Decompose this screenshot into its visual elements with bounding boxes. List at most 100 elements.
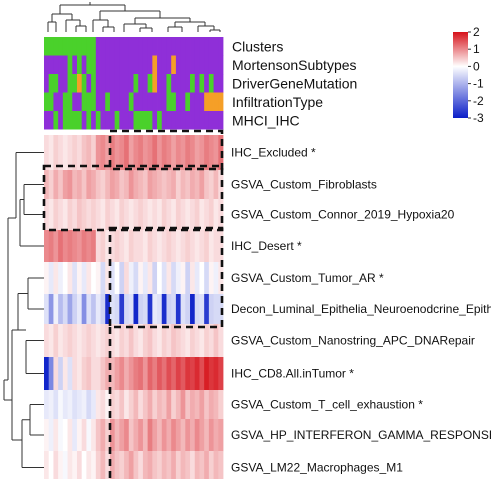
heatmap-cell — [114, 451, 120, 479]
heatmap-cell — [133, 170, 139, 200]
heatmap-cell — [48, 135, 54, 171]
heatmap-cell — [161, 135, 167, 171]
heatmap-cell — [128, 135, 134, 171]
annotation-cell — [218, 111, 224, 130]
annotation-cell — [218, 74, 224, 93]
heatmap-cell — [218, 230, 224, 263]
heatmap-cell — [133, 262, 139, 295]
annotation-cell — [58, 111, 64, 130]
annotation-cell — [138, 37, 144, 56]
heatmap-cell — [44, 199, 50, 231]
annotation-cell — [128, 111, 134, 130]
heatmap-cell — [62, 324, 68, 358]
heatmap-cell — [142, 294, 149, 325]
heatmap-cell — [175, 230, 182, 263]
annotation-cell — [53, 37, 59, 56]
heatmap-cell — [133, 419, 139, 452]
heatmap-cell — [48, 294, 54, 325]
heatmap-cell — [86, 357, 92, 391]
annotation-cell — [199, 37, 205, 56]
heatmap-cell — [194, 390, 200, 420]
annotation-cell — [208, 111, 214, 130]
heatmap-cell — [53, 199, 59, 231]
annotation-cell — [166, 92, 172, 112]
heatmap-cell — [208, 390, 214, 420]
heatmap-cell — [114, 419, 120, 452]
heatmap-cell — [180, 262, 186, 295]
heatmap-cell — [218, 451, 224, 479]
heatmap-cell — [109, 294, 116, 325]
annotation-cell — [86, 92, 92, 112]
heatmap-cell — [208, 262, 214, 295]
heatmap-cell — [190, 170, 196, 200]
heatmap-cell — [157, 294, 163, 325]
heatmap-cell — [142, 135, 149, 171]
legend-tick-label: -2 — [473, 94, 484, 108]
annotation-cell — [44, 92, 50, 112]
heatmap-cell — [147, 230, 153, 263]
row-label: Decon_Luminal_Epithelia_Neuroenodcrine_E… — [231, 302, 491, 316]
heatmap-cell — [152, 230, 158, 263]
heatmap-cell — [180, 230, 186, 263]
annotation-cell — [76, 111, 83, 130]
annotation-cell — [213, 92, 219, 112]
heatmap-cell — [95, 262, 101, 295]
annotation-cell — [147, 37, 153, 56]
heatmap-cell — [76, 230, 83, 263]
heatmap-cell — [53, 390, 59, 420]
heatmap-cell — [142, 170, 149, 200]
heatmap-cell — [199, 419, 205, 452]
heatmap-cell — [81, 294, 87, 325]
annotation-cell — [76, 74, 83, 93]
heatmap-cell — [185, 324, 191, 358]
heatmap-cell — [133, 390, 139, 420]
heatmap-cell — [72, 451, 78, 479]
heatmap-cell — [128, 324, 134, 358]
heatmap-cell — [171, 357, 177, 391]
heatmap-cell — [76, 135, 83, 171]
heatmap-cell — [58, 199, 64, 231]
heatmap-cell — [100, 230, 106, 263]
annotation-cell — [194, 92, 200, 112]
annotation-cell — [204, 37, 210, 56]
heatmap-cell — [171, 262, 177, 295]
heatmap-cell — [119, 262, 125, 295]
heatmap-cell — [171, 170, 177, 200]
annotation-cell — [124, 92, 130, 112]
heatmap-cell — [138, 324, 144, 358]
heatmap-cell — [142, 357, 149, 391]
row-label: IHC_Desert * — [231, 239, 302, 253]
annotation-cell — [100, 55, 106, 75]
row-label: GSVA_Custom_T_cell_exhaustion * — [231, 398, 423, 412]
heatmap-cell — [138, 135, 144, 171]
heatmap-cell — [76, 451, 83, 479]
row-label: GSVA_Custom_Fibroblasts — [231, 178, 377, 192]
heatmap-cell — [161, 451, 167, 479]
annotation-cell — [48, 37, 54, 56]
heatmap-cell — [204, 324, 210, 358]
heatmap-cell — [100, 262, 106, 295]
heatmap-cell — [138, 230, 144, 263]
heatmap-cell — [194, 262, 200, 295]
annotation-cell — [194, 37, 200, 56]
annotation-cell — [138, 92, 144, 112]
annotation-cell — [185, 92, 191, 112]
annotation-cell — [124, 37, 130, 56]
heatmap-cell — [213, 170, 219, 200]
heatmap-cell — [44, 135, 50, 171]
annotation-cell — [124, 55, 130, 75]
heatmap-cell — [114, 170, 120, 200]
heatmap-cell — [133, 230, 139, 263]
annotation-cell — [175, 37, 182, 56]
annotation-labels: Clusters MortensonSubtypes DriverGeneMutat… — [232, 38, 357, 128]
heatmap-cell — [147, 135, 153, 171]
heatmap-cell — [138, 294, 144, 325]
row-labels: IHC_Excluded * GSVA_Custom_Fibroblasts GSV… — [231, 146, 491, 475]
annotation-cell — [114, 111, 120, 130]
heatmap-cell — [213, 324, 219, 358]
annotation-cell — [147, 55, 153, 75]
heatmap-cell — [114, 357, 120, 391]
annotation-cell — [48, 55, 54, 75]
heatmap-cell — [175, 135, 182, 171]
heatmap-cell — [166, 390, 172, 420]
